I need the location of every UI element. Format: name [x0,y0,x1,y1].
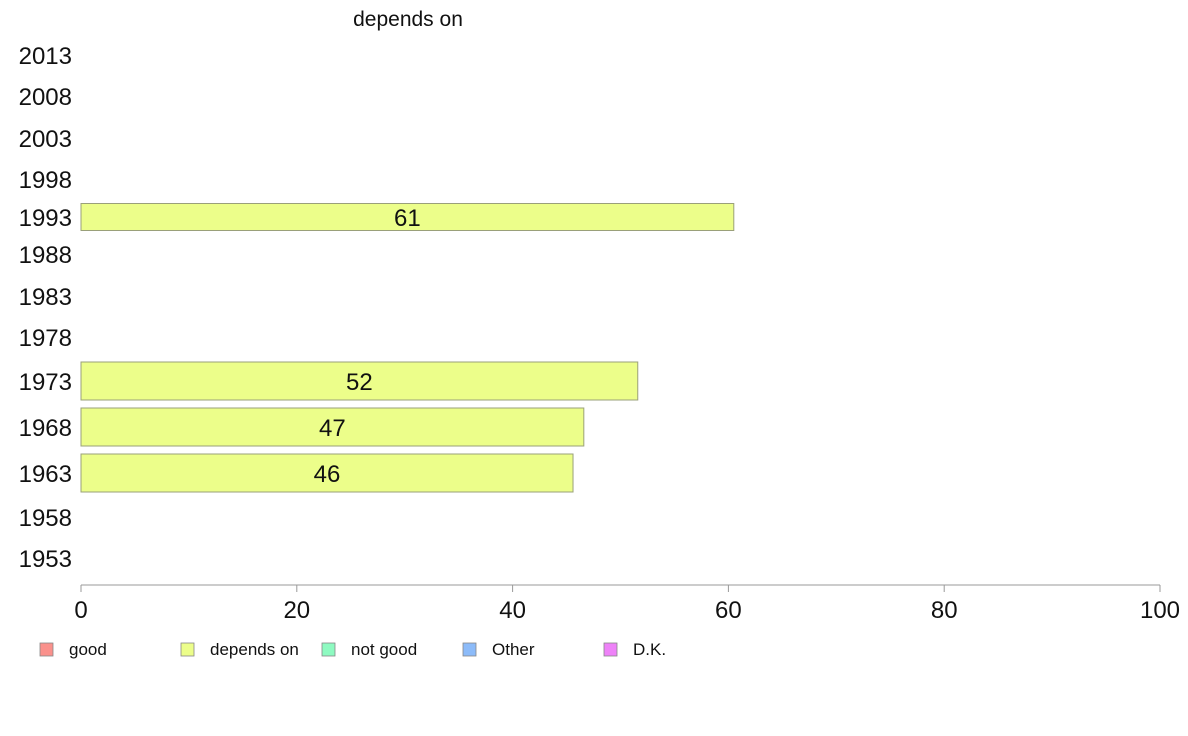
category-label: 1998 [19,167,72,194]
category-label: 1958 [19,505,72,532]
legend-swatch [321,642,336,657]
category-labels: 2013 2008 2003 1998 1993 1988 1983 1978 1973 1968… [19,43,72,573]
category-label: 1983 [19,284,72,311]
legend-swatch [39,642,54,657]
bar-value-label: 46 [314,461,341,488]
category-label: 1993 [19,205,72,232]
bar-value-label: 61 [394,205,421,232]
legend-label: not good [351,640,417,659]
category-label: 1978 [19,325,72,352]
legend: good depends on not good Other D.K. [39,640,666,659]
category-label: 1963 [19,461,72,488]
bar-value-label: 47 [319,415,346,442]
x-tick-label: 0 [74,597,87,624]
bar [80,453,574,493]
legend-swatch [180,642,195,657]
category-label: 1968 [19,415,72,442]
legend-label: D.K. [633,640,666,659]
category-label: 1973 [19,369,72,396]
chart-title: depends on [353,8,463,31]
category-label: 2013 [19,43,72,70]
category-label: 2008 [19,84,72,111]
bar [80,407,585,447]
legend-swatch [603,642,618,657]
x-tick-label: 80 [931,597,958,624]
legend-swatch [462,642,477,657]
bar [80,203,735,231]
x-tick-label: 100 [1140,597,1180,624]
bar-value-label: 52 [346,369,373,396]
bar [80,361,639,401]
x-axis: 0 20 40 60 80 100 [74,584,1180,624]
category-label: 2003 [19,126,72,153]
category-label: 1953 [19,546,72,573]
x-tick-label: 40 [499,597,526,624]
legend-label: Other [492,640,535,659]
x-tick-label: 60 [715,597,742,624]
legend-label: depends on [210,640,299,659]
legend-label: good [69,640,107,659]
x-tick-label: 20 [283,597,310,624]
category-label: 1988 [19,242,72,269]
